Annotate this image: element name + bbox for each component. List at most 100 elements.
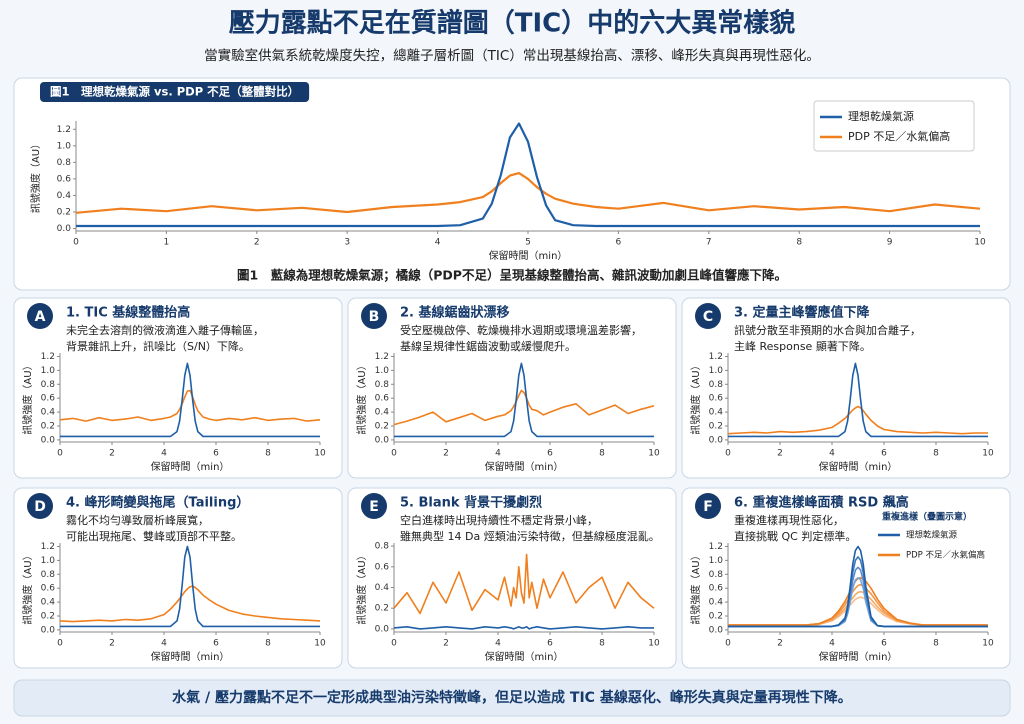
panel-description: 未完全去溶劑的微液滴進入離子傳輸區， <box>66 323 264 337</box>
y-tick-label: 0.6 <box>709 584 724 594</box>
y-tick-label: 1.2 <box>41 352 55 362</box>
panel <box>681 487 1011 669</box>
series-line <box>728 545 988 628</box>
panel-badge <box>27 303 53 329</box>
y-tick-label: 1.0 <box>709 366 724 376</box>
x-tick-label: 4 <box>161 639 167 649</box>
y-tick-label: 0.2 <box>41 422 55 432</box>
y-axis-label: 訊號強度（AU） <box>21 550 34 624</box>
y-tick-label: 0.8 <box>709 570 724 580</box>
footer-box <box>13 679 1011 717</box>
panel-description: 空白進樣時出現持續性不穩定背景小峰， <box>400 513 598 527</box>
x-tick-label: 2 <box>777 449 783 459</box>
legend-label: PDP 不足／水氣偏高 <box>906 550 985 561</box>
panel-title: 6. 重複進樣峰面積 RSD 飆高 <box>734 495 909 511</box>
x-tick-label: 4 <box>495 449 501 459</box>
panel-title: 1. TIC 基線整體抬高 <box>66 305 190 321</box>
series-line <box>76 122 980 228</box>
x-tick-label: 10 <box>974 238 986 248</box>
series-line <box>60 362 320 438</box>
x-tick-label: 8 <box>933 639 939 649</box>
panel-badge <box>361 303 387 329</box>
x-axis-label: 保留時間（min） <box>819 650 898 663</box>
x-axis-label: 保留時間（min） <box>485 460 564 473</box>
panel-title: 4. 峰形畸變與拖尾（Tailing） <box>66 495 249 511</box>
panel-badge <box>695 493 721 519</box>
y-tick-label: 1.2 <box>709 352 723 362</box>
x-tick-label: 6 <box>881 449 887 459</box>
x-tick-label: 2 <box>109 449 115 459</box>
x-tick-label: 0 <box>57 449 63 459</box>
panel <box>347 487 677 669</box>
y-tick-label: 0.6 <box>41 584 56 594</box>
x-tick-label: 1 <box>164 238 170 248</box>
x-tick-label: 6 <box>881 639 887 649</box>
y-tick-label: 0.8 <box>375 380 390 390</box>
figure-panel <box>13 77 1011 291</box>
panel-letter: D <box>34 499 46 515</box>
series-line <box>60 545 320 628</box>
y-tick-label: 1.2 <box>57 125 71 135</box>
x-tick-label: 10 <box>648 449 660 459</box>
y-tick-label: 1.0 <box>41 366 56 376</box>
y-tick-label: 0.8 <box>41 570 56 580</box>
x-tick-label: 6 <box>547 639 553 649</box>
x-tick-label: 6 <box>547 449 553 459</box>
panel <box>13 297 343 479</box>
x-tick-label: 4 <box>161 449 167 459</box>
panel-description: 背景雜訊上升，訊噪比（S/N）下降。 <box>66 339 250 353</box>
figure-badge <box>40 82 310 102</box>
panel-title: 5. Blank 背景干擾劇烈 <box>400 495 542 511</box>
x-tick-label: 10 <box>314 449 326 459</box>
x-tick-label: 0 <box>73 238 79 248</box>
y-tick-label: 1.0 <box>57 141 72 151</box>
series-line <box>394 362 654 438</box>
y-axis-label: 訊號強度（AU） <box>355 550 368 624</box>
x-tick-label: 0 <box>391 449 397 459</box>
y-tick-label: 0.4 <box>57 191 72 201</box>
y-tick-label: 1.0 <box>375 366 390 376</box>
panel <box>13 487 343 669</box>
y-tick-label: 0.8 <box>57 158 72 168</box>
y-tick-label: 0.2 <box>709 612 723 622</box>
y-axis-label: 訊號強度（AU） <box>355 360 368 434</box>
panel-letter: C <box>703 309 713 325</box>
x-tick-label: 10 <box>982 639 994 649</box>
series-line <box>393 553 655 615</box>
x-tick-label: 2 <box>777 639 783 649</box>
legend-label: 理想乾燥氣源 <box>848 109 914 123</box>
panel-title: 2. 基線鋸齒狀漂移 <box>400 305 510 321</box>
footer-text: 水氣 / 壓力露點不足不一定形成典型油污染特徵峰，但足以造成 TIC 基線惡化、… <box>172 689 852 706</box>
y-tick-label: 0.4 <box>709 598 724 608</box>
y-tick-label: 1.0 <box>41 556 56 566</box>
series-line <box>75 172 981 214</box>
panel-description: 直接挑戰 QC 判定標準。 <box>734 529 856 543</box>
y-tick-label: 0.2 <box>41 612 55 622</box>
legend-label: PDP 不足／水氣偏高 <box>848 129 950 143</box>
y-tick-label: 1.0 <box>709 556 724 566</box>
x-axis-label: 保留時間（min） <box>151 460 230 473</box>
x-tick-label: 8 <box>796 238 802 248</box>
y-axis-label: 訊號強度（AU） <box>689 360 702 434</box>
y-tick-label: 0.0 <box>375 435 390 445</box>
y-tick-label: 0.0 <box>709 435 724 445</box>
y-tick-label: 1.2 <box>709 542 723 552</box>
page-subtitle: 當實驗室供氣系統乾燥度失控，總離子層析圖（TIC）常出現基線抬高、漂移、峰形失真… <box>204 47 820 64</box>
x-tick-label: 10 <box>982 449 994 459</box>
x-tick-label: 9 <box>887 238 893 248</box>
y-tick-label: 0.6 <box>375 562 390 572</box>
panel-badge <box>361 493 387 519</box>
x-tick-label: 2 <box>109 639 115 649</box>
x-tick-label: 6 <box>213 639 219 649</box>
x-tick-label: 0 <box>725 449 731 459</box>
y-tick-label: 0.4 <box>709 408 724 418</box>
x-tick-label: 0 <box>391 639 397 649</box>
x-tick-label: 0 <box>57 639 63 649</box>
y-tick-label: 0.8 <box>709 380 724 390</box>
y-tick-label: 0.0 <box>57 224 72 234</box>
y-tick-label: 1.2 <box>375 352 389 362</box>
panel-description: 霧化不均勻導致層析峰展寬， <box>66 513 209 527</box>
panel <box>347 297 677 479</box>
panel-letter: A <box>35 309 46 325</box>
